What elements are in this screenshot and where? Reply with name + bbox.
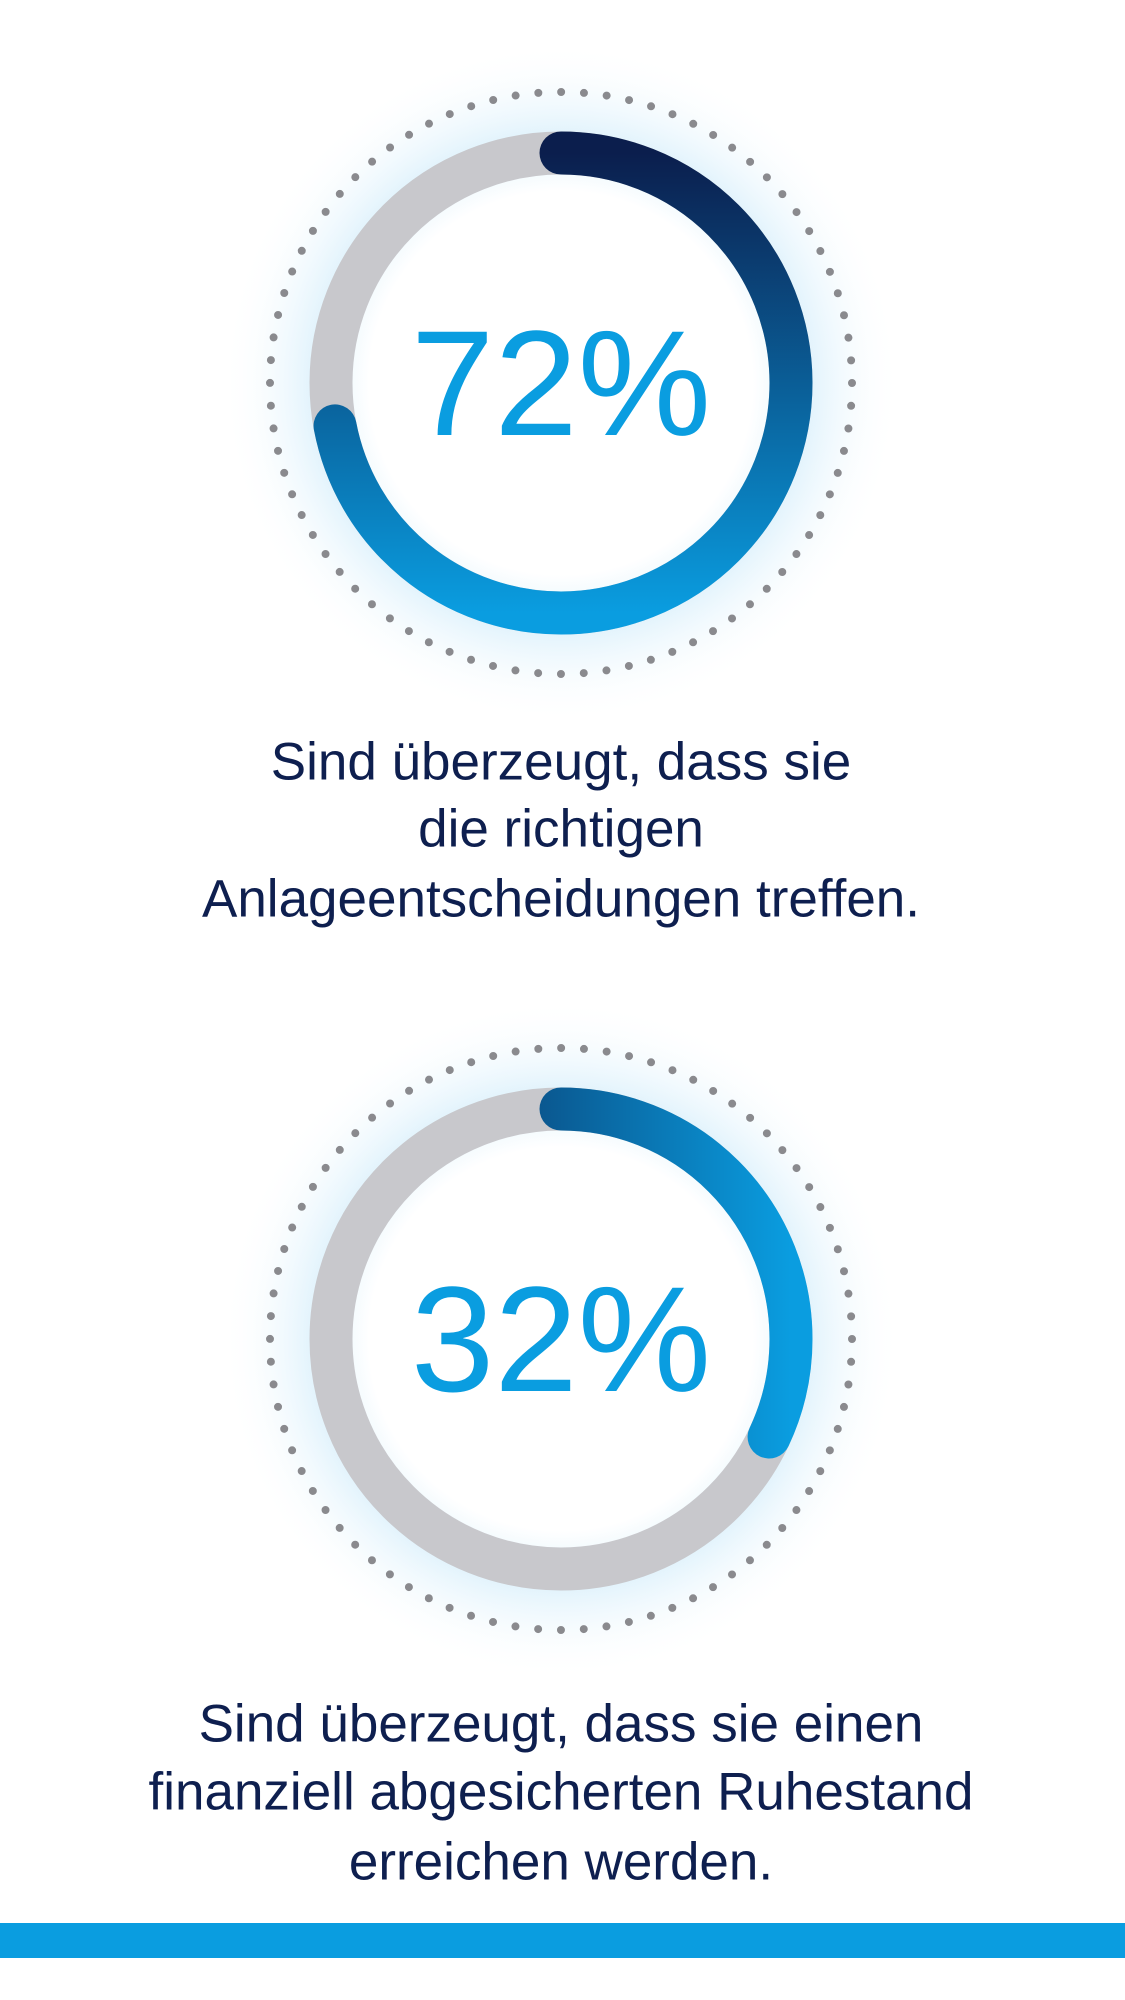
inner-disc: [321, 143, 801, 623]
caption-line: finanziell abgesicherten Ruhestand: [149, 1763, 974, 1822]
inner-disc: [321, 1099, 801, 1579]
dotted-ring: [266, 1044, 856, 1634]
footer-bar: [0, 1923, 1125, 1958]
gauge-arc: [309, 1087, 813, 1591]
gauge-arc: [309, 131, 813, 635]
percent-label: 32%: [411, 1255, 711, 1423]
caption-line: Sind überzeugt, dass sie: [271, 733, 851, 792]
caption-line: Anlageentscheidungen treffen.: [202, 870, 920, 929]
dotted-ring: [266, 88, 856, 678]
percent-label: 72%: [411, 299, 711, 467]
caption-line: die richtigen: [418, 800, 704, 859]
caption-line: Sind überzeugt, dass sie einen: [199, 1695, 924, 1754]
caption-line: erreichen werden.: [349, 1833, 773, 1892]
